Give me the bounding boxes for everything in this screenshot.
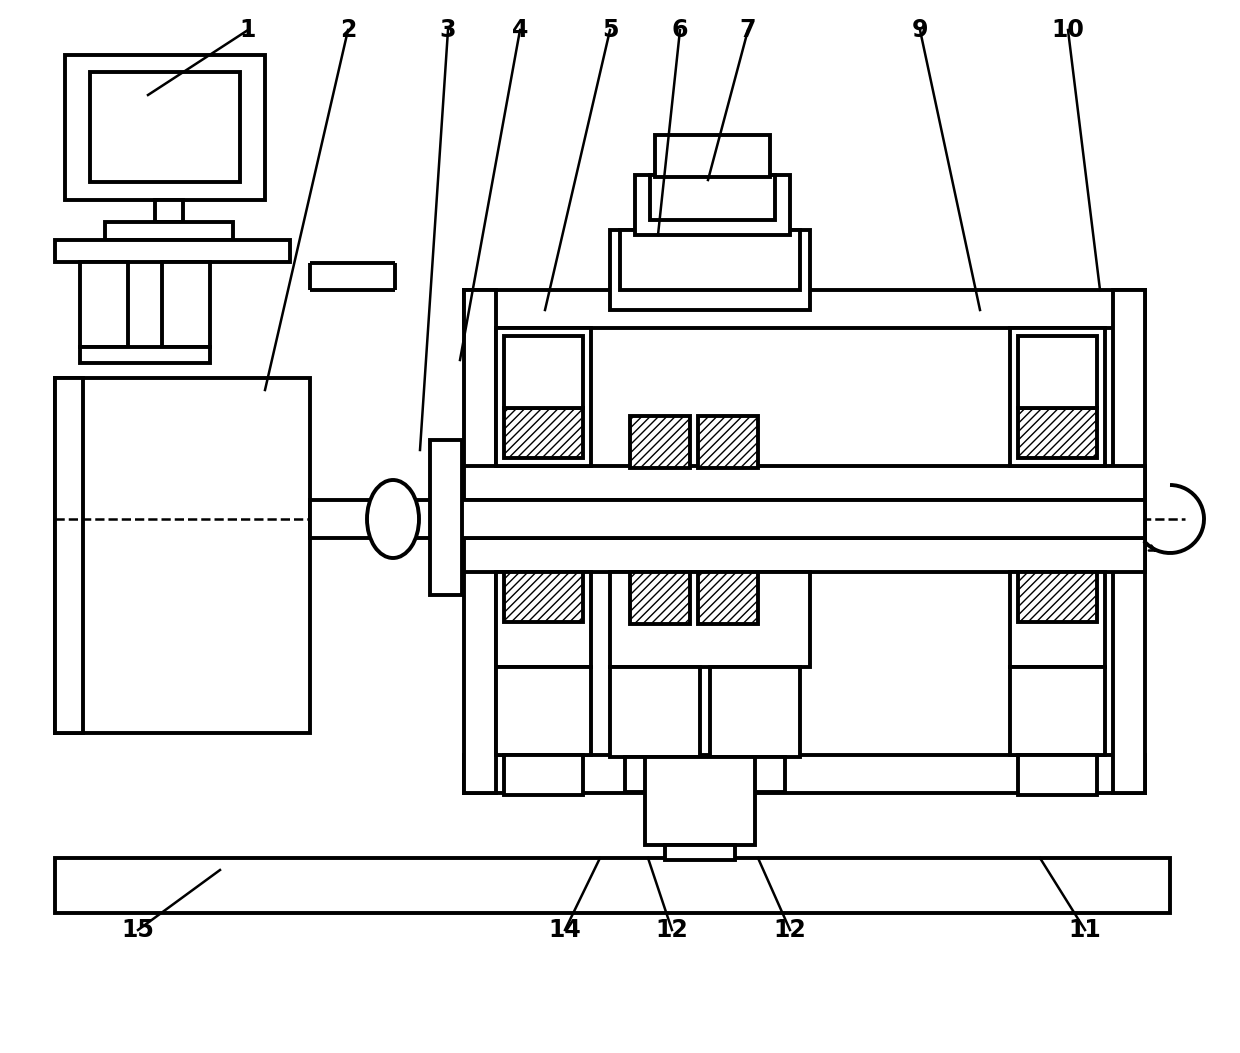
Bar xyxy=(1114,290,1145,793)
Bar xyxy=(55,240,290,262)
Bar xyxy=(1018,755,1097,795)
Bar xyxy=(464,538,1145,572)
Text: 1: 1 xyxy=(239,18,257,42)
Bar xyxy=(711,667,800,757)
Bar xyxy=(430,440,463,595)
Bar xyxy=(620,230,800,290)
Bar xyxy=(464,290,1145,327)
Text: 12: 12 xyxy=(656,918,688,942)
Bar xyxy=(635,175,790,235)
Bar xyxy=(630,416,689,468)
Bar xyxy=(503,408,583,458)
Bar xyxy=(503,336,583,408)
Bar xyxy=(698,572,758,624)
Bar xyxy=(610,230,810,310)
Bar xyxy=(503,572,583,622)
Bar xyxy=(81,347,210,363)
Text: 6: 6 xyxy=(672,18,688,42)
Bar xyxy=(698,416,758,468)
Text: 4: 4 xyxy=(512,18,528,42)
Text: 2: 2 xyxy=(340,18,356,42)
Bar xyxy=(610,667,701,757)
Text: 5: 5 xyxy=(601,18,619,42)
Bar xyxy=(1018,336,1097,408)
Text: 9: 9 xyxy=(911,18,929,42)
Bar xyxy=(1018,408,1097,458)
Bar xyxy=(1011,327,1105,466)
Bar xyxy=(610,572,810,667)
Bar xyxy=(55,378,310,733)
Bar xyxy=(665,845,735,860)
Ellipse shape xyxy=(367,480,419,558)
Bar xyxy=(496,327,591,466)
Text: 12: 12 xyxy=(774,918,806,942)
Bar xyxy=(655,135,770,177)
Bar xyxy=(625,757,684,792)
Bar xyxy=(55,858,1171,913)
Bar xyxy=(105,222,233,240)
Text: 3: 3 xyxy=(440,18,456,42)
Text: 14: 14 xyxy=(548,918,582,942)
Bar xyxy=(503,755,583,795)
Bar xyxy=(630,572,689,624)
Text: 11: 11 xyxy=(1069,918,1101,942)
Bar xyxy=(155,200,184,222)
Bar xyxy=(81,262,128,347)
Bar xyxy=(162,262,210,347)
Bar xyxy=(91,72,241,182)
Bar xyxy=(464,466,1145,500)
Bar xyxy=(464,755,1145,793)
Bar xyxy=(1011,572,1105,667)
Bar xyxy=(496,667,591,755)
Bar xyxy=(464,290,496,793)
Bar xyxy=(650,175,775,220)
Text: 15: 15 xyxy=(122,918,155,942)
Bar xyxy=(1018,572,1097,622)
Bar xyxy=(725,757,785,792)
Text: 7: 7 xyxy=(740,18,756,42)
Bar xyxy=(64,55,265,200)
Bar xyxy=(310,500,1145,538)
Bar xyxy=(645,757,755,845)
Bar xyxy=(1011,667,1105,755)
Bar xyxy=(55,378,83,733)
Text: 10: 10 xyxy=(1052,18,1085,42)
Bar xyxy=(496,572,591,667)
